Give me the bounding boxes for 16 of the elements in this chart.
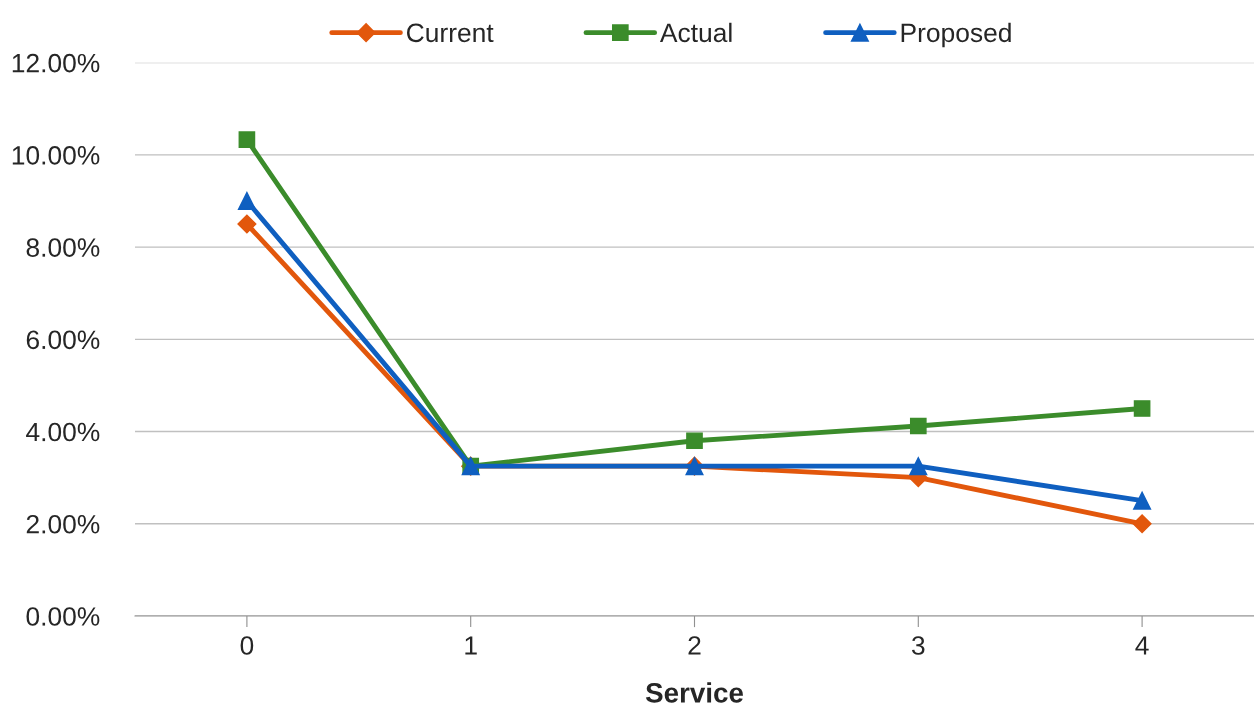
x-axis-title: Service <box>645 682 743 703</box>
y-tick-label: 6.00% <box>26 330 100 350</box>
x-tick-label: 2 <box>688 636 701 655</box>
y-tick-label: 12.00% <box>12 53 100 73</box>
y-tick-label: 4.00% <box>26 422 100 442</box>
y-tick-label: 2.00% <box>26 514 100 534</box>
x-tick-label: 4 <box>1135 636 1149 655</box>
y-tick-label: 8.00% <box>26 238 100 257</box>
y-tick-label: 10.00% <box>12 146 100 165</box>
y-tick-label: 0.00% <box>26 607 100 626</box>
legend-label: Current <box>407 23 494 43</box>
x-tick-label: 0 <box>240 636 254 655</box>
legend-label: Actual <box>659 22 732 43</box>
x-tick-label: 3 <box>911 636 925 655</box>
x-tick-label: 1 <box>465 636 477 655</box>
legend-label: Proposed <box>901 22 1011 48</box>
